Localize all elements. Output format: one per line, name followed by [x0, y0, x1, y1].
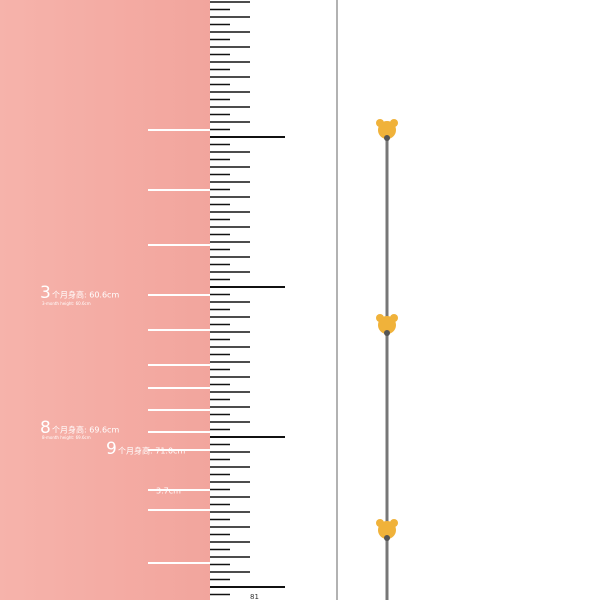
ruler-number: 81 [250, 593, 259, 600]
height-label: 个月身高: 69.6cm [52, 425, 119, 435]
bear-dot [384, 330, 390, 336]
panel-lines [148, 129, 210, 564]
bear-pin [376, 314, 398, 336]
height-label: 3.7cm [156, 487, 181, 496]
height-label: 个月身高: 60.6cm [52, 290, 119, 300]
bear-head [378, 121, 396, 139]
bear-head [378, 521, 396, 539]
month-number: 9 [106, 439, 117, 459]
bear-pins [376, 119, 398, 541]
height-sub: 3-month height: 60.6cm [42, 301, 91, 306]
bear-pin [376, 519, 398, 541]
bear-dot [384, 535, 390, 541]
ruler-ticks [210, 1, 285, 596]
bear-pin [376, 119, 398, 141]
bear-head [378, 316, 396, 334]
bear-dot [384, 135, 390, 141]
pink-panel [0, 0, 210, 600]
height-label: 个月身高: 71.0cm [118, 446, 185, 456]
month-number: 3 [40, 283, 51, 303]
month-number: 8 [40, 418, 51, 438]
height-sub: 8-month height: 69.6cm [42, 435, 91, 440]
